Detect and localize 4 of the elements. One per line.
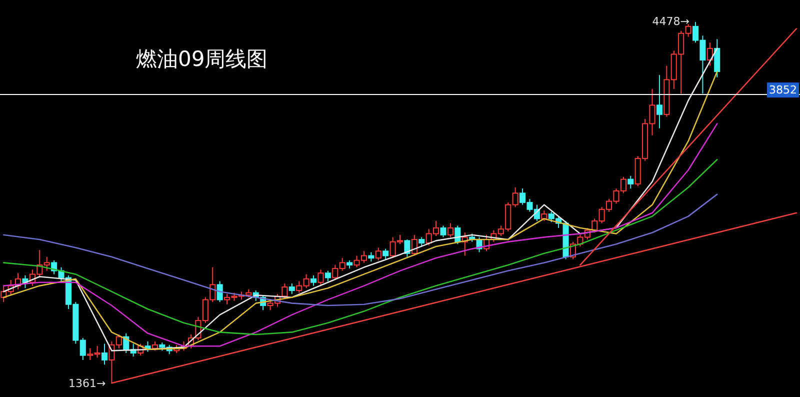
- ref-line-label: 3852: [769, 84, 797, 96]
- annotation: 4478→: [652, 15, 690, 28]
- text: 燃油09周线图: [136, 47, 268, 71]
- annotation: 1361→: [68, 377, 106, 390]
